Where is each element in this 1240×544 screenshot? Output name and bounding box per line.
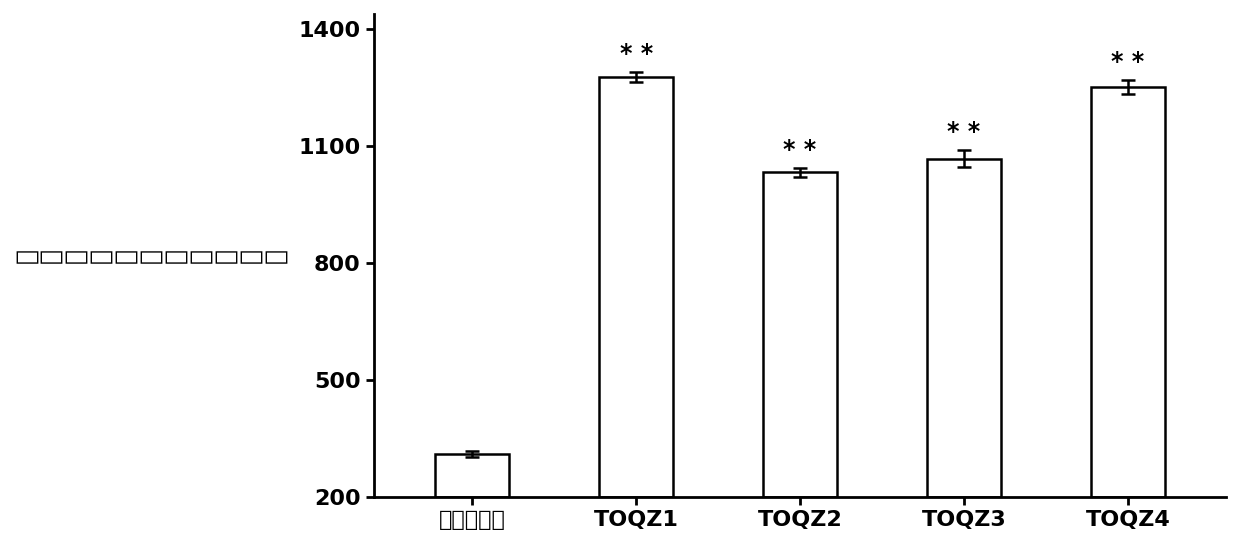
Text: * *: * * — [1111, 50, 1145, 75]
Bar — [435, 454, 510, 497]
Bar — [928, 159, 1001, 497]
Text: * *: * * — [947, 120, 981, 144]
Y-axis label: 流
式
细
胞
仪
检
测
荧
光
强
度: 流 式 细 胞 仪 检 测 荧 光 强 度 — [14, 248, 288, 263]
Bar — [763, 172, 837, 497]
Bar — [599, 77, 673, 497]
Text: * *: * * — [784, 138, 817, 162]
Bar — [1091, 87, 1164, 497]
Text: * *: * * — [620, 42, 652, 66]
